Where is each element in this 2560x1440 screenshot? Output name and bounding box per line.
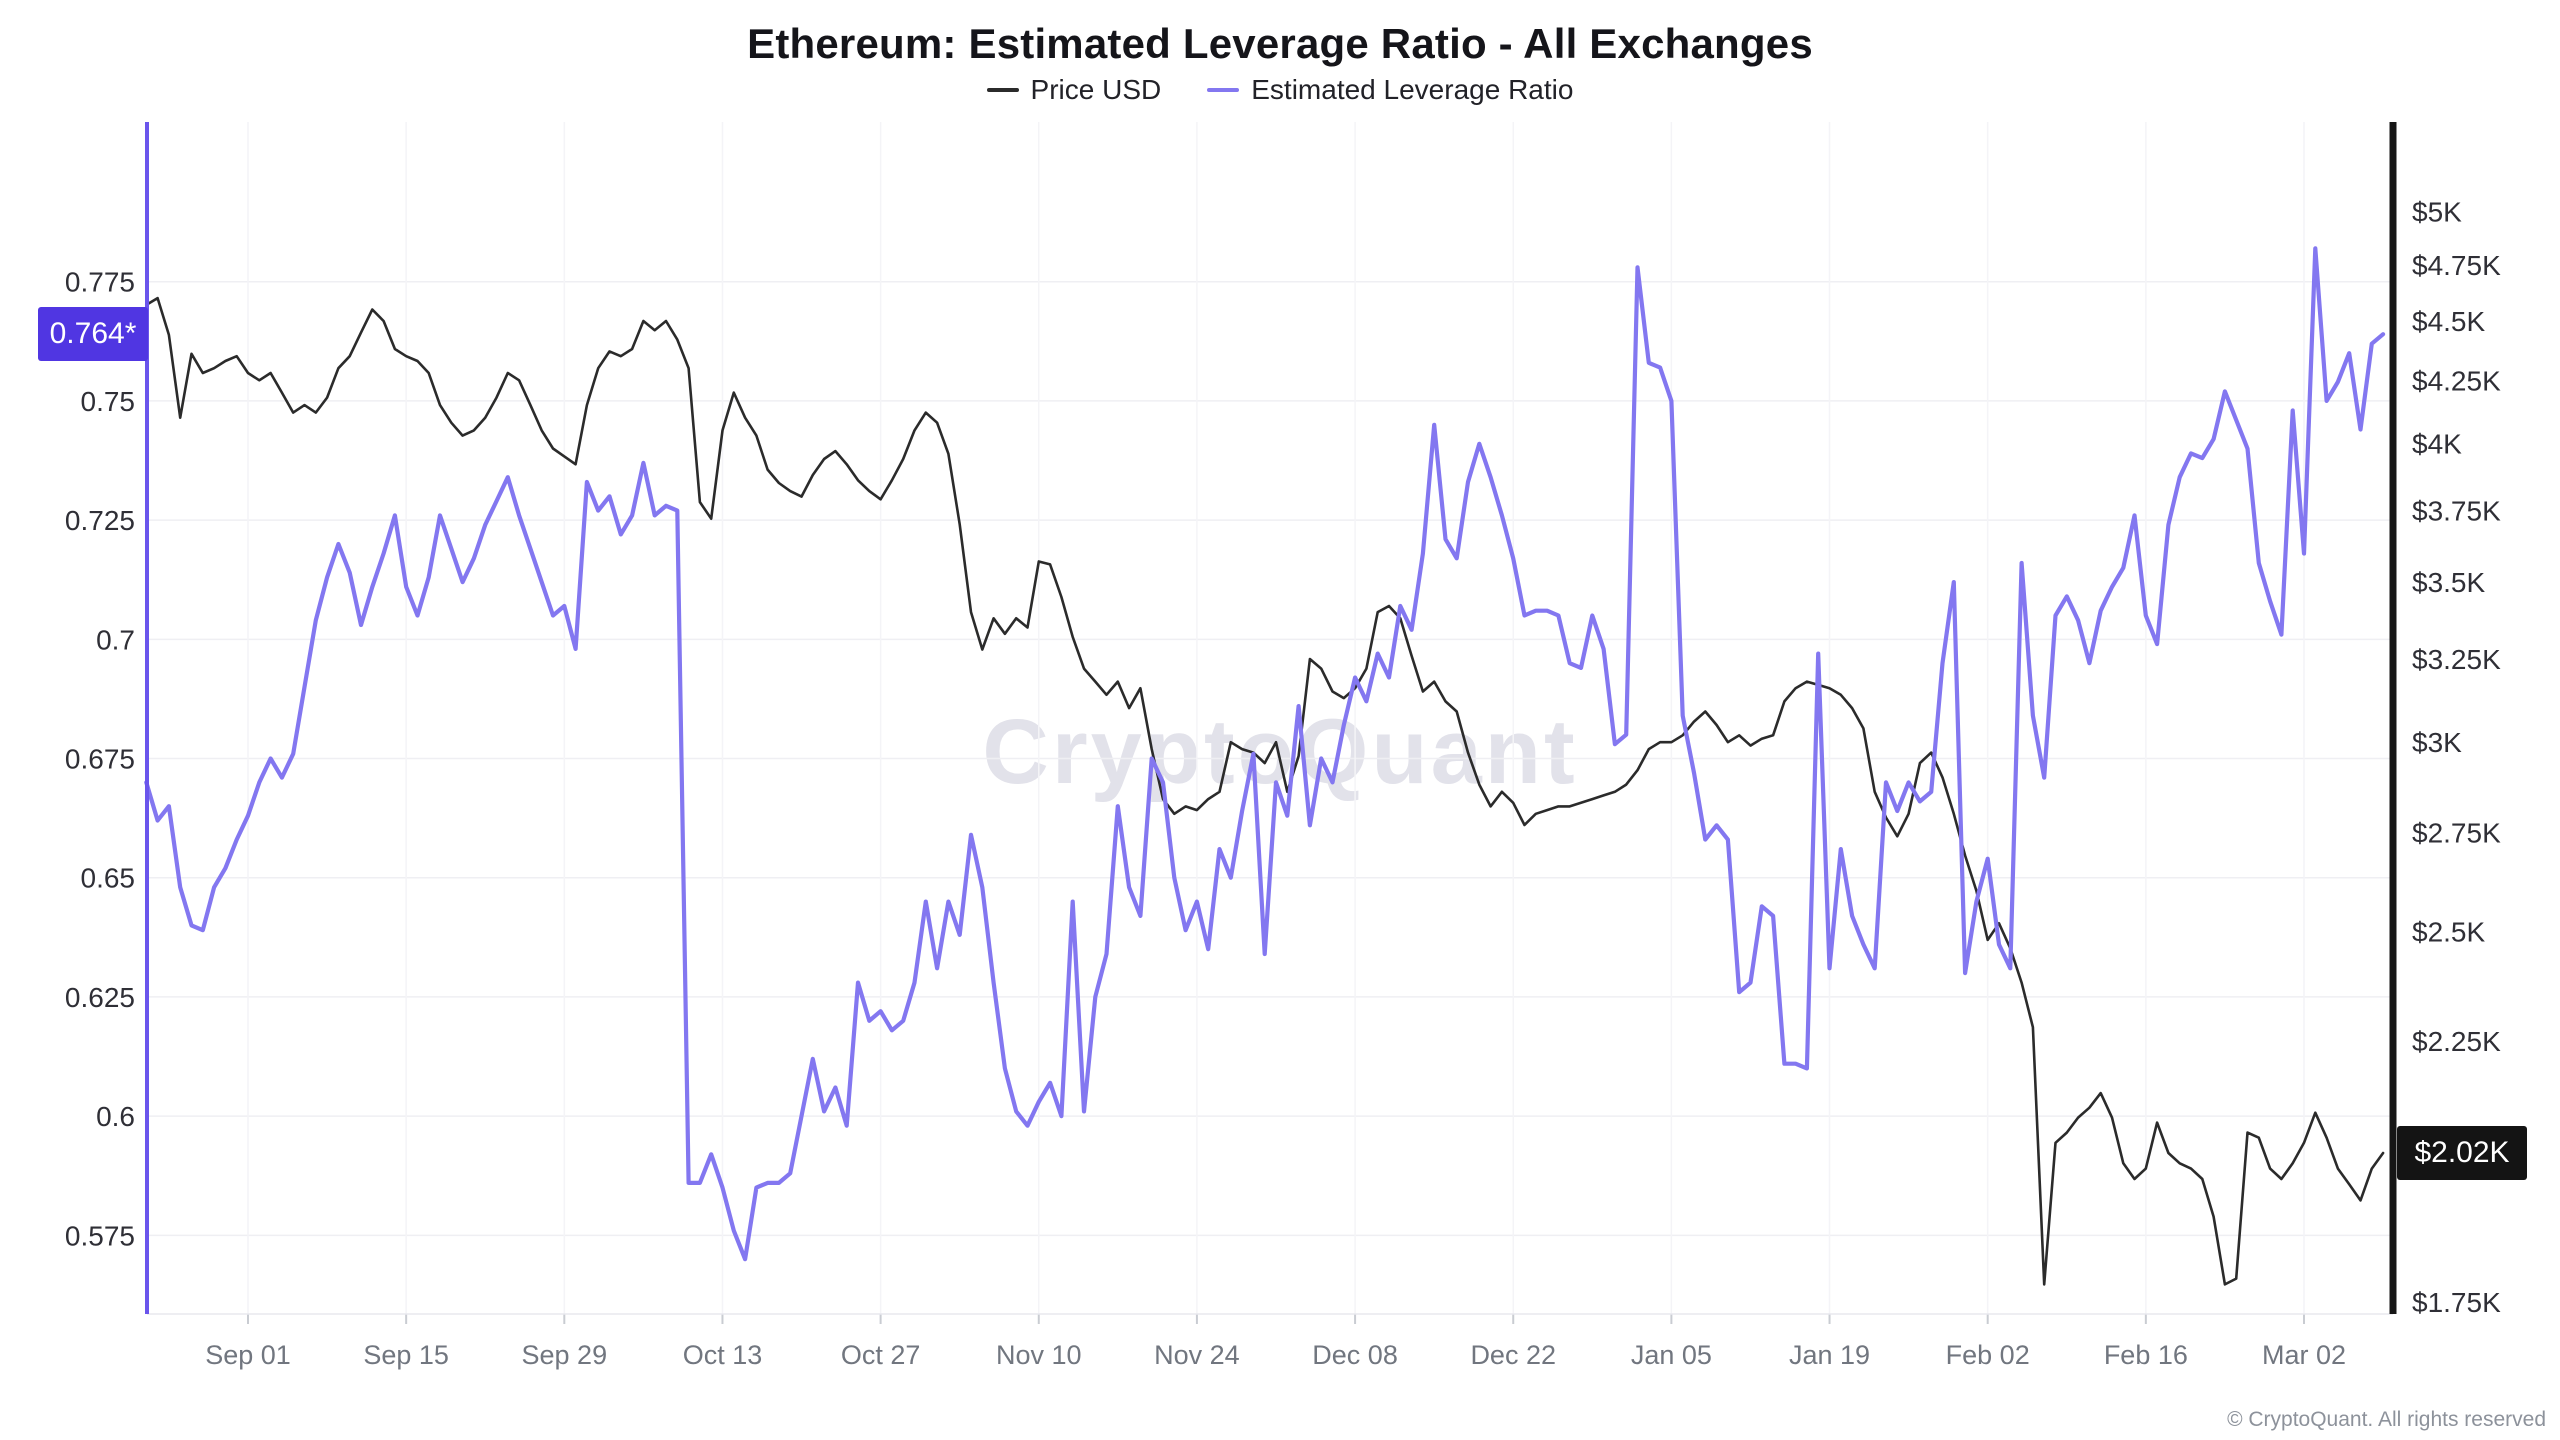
legend: Price USD Estimated Leverage Ratio — [0, 74, 2560, 106]
x-axis-tick-label: Sep 15 — [363, 1340, 449, 1370]
left-axis-tick-label: 0.575 — [65, 1220, 135, 1251]
left-axis-tick-label: 0.775 — [65, 267, 135, 298]
legend-marker-icon — [1207, 88, 1240, 92]
x-axis-tick-label: Jan 19 — [1789, 1340, 1870, 1370]
right-axis-tick-label: $3.75K — [2412, 495, 2501, 526]
legend-label: Price USD — [1030, 74, 1162, 105]
x-axis-tick-label: Dec 08 — [1312, 1340, 1398, 1370]
x-axis-tick-label: Jan 05 — [1631, 1340, 1712, 1370]
x-axis-tick-label: Feb 02 — [1946, 1340, 2030, 1370]
x-axis-tick-label: Dec 22 — [1470, 1340, 1556, 1370]
x-axis-tick-label: Mar 02 — [2262, 1340, 2346, 1370]
left-axis-tick-label: 0.675 — [65, 744, 135, 775]
x-axis-tick-label: Sep 29 — [522, 1340, 608, 1370]
x-axis-tick-label: Nov 24 — [1154, 1340, 1240, 1370]
right-axis-tick-label: $1.75K — [2412, 1287, 2501, 1318]
right-axis-tick-label: $5K — [2412, 197, 2462, 228]
x-axis-tick-label: Oct 13 — [683, 1340, 763, 1370]
latest-price-badge: $2.02K — [2397, 1126, 2527, 1180]
legend-label: Estimated Leverage Ratio — [1251, 74, 1574, 105]
series-line-estimated-leverage-ratio — [144, 246, 2386, 1262]
left-axis-tick-label: 0.625 — [65, 982, 135, 1013]
legend-marker-icon — [986, 88, 1019, 92]
right-axis-tick-label: $2.5K — [2412, 917, 2485, 948]
legend-item-price-usd[interactable]: Price USD — [986, 74, 1162, 106]
copyright-notice: © CryptoQuant. All rights reserved — [2227, 1408, 2546, 1431]
x-axis-tick-label: Feb 16 — [2104, 1340, 2188, 1370]
x-axis-tick-label: Nov 10 — [996, 1340, 1082, 1370]
left-axis-tick-label: 0.725 — [65, 505, 135, 536]
right-axis-tick-label: $4.25K — [2412, 365, 2501, 396]
left-axis-tick-label: 0.65 — [81, 863, 136, 894]
left-axis-tick-label: 0.7 — [96, 624, 135, 655]
right-axis-tick-label: $3.5K — [2412, 567, 2485, 598]
right-axis-tick-label: $4.5K — [2412, 306, 2485, 337]
right-axis-tick-label: $4K — [2412, 428, 2462, 459]
left-axis-tick-label: 0.75 — [81, 386, 136, 417]
right-axis-tick-label: $4.75K — [2412, 250, 2501, 281]
right-axis-tick-label: $2.25K — [2412, 1026, 2501, 1057]
latest-leverage-badge: 0.764* — [38, 307, 148, 361]
left-axis-tick-label: 0.6 — [96, 1101, 135, 1132]
right-axis-tick-label: $3K — [2412, 727, 2462, 758]
x-axis-tick-label: Oct 27 — [841, 1340, 921, 1370]
series-line-price-usd — [145, 296, 2385, 1286]
legend-item-estimated-leverage-ratio[interactable]: Estimated Leverage Ratio — [1207, 74, 1573, 106]
chart-title: Ethereum: Estimated Leverage Ratio - All… — [747, 20, 1813, 67]
right-axis-tick-label: $3.25K — [2412, 644, 2501, 675]
right-axis-tick-label: $2.75K — [2412, 818, 2501, 849]
x-axis-tick-label: Sep 01 — [205, 1340, 291, 1370]
